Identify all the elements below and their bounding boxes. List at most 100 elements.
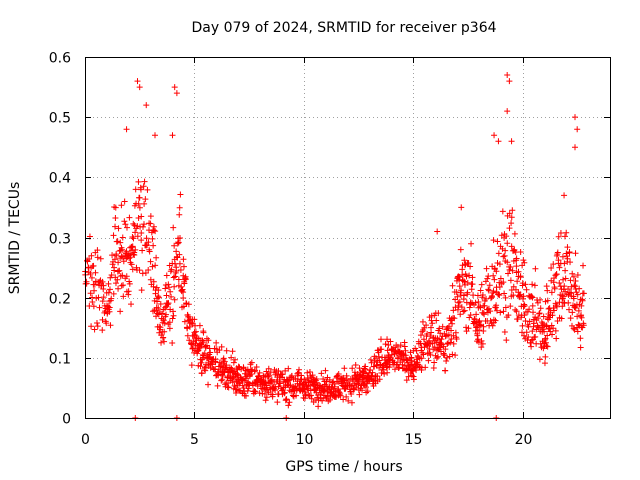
data-point [297, 376, 304, 383]
data-point [535, 315, 542, 322]
data-point [145, 239, 152, 246]
data-point [542, 339, 549, 346]
data-point [464, 279, 471, 286]
data-point [451, 315, 458, 322]
data-point [434, 228, 441, 235]
data-point [449, 282, 456, 289]
x-tick-label: 5 [190, 432, 199, 448]
data-point [176, 251, 183, 258]
data-point [236, 387, 243, 394]
y-tick-label: 0.5 [49, 111, 71, 127]
data-point [551, 275, 558, 282]
chart-title: Day 079 of 2024, SRMTID for receiver p36… [191, 20, 496, 36]
data-point [433, 354, 440, 361]
data-point [520, 257, 527, 264]
data-point [348, 399, 355, 406]
y-axis-label: SRMTID / TECUs [7, 182, 23, 295]
data-point [91, 287, 98, 294]
data-point [166, 319, 173, 326]
data-point [397, 342, 404, 349]
data-point [169, 132, 176, 139]
data-point [489, 322, 496, 329]
data-point [521, 302, 528, 309]
data-point [453, 335, 460, 342]
data-point [160, 317, 167, 324]
data-point [293, 392, 300, 399]
data-point [150, 223, 157, 230]
data-point [119, 246, 126, 253]
data-point [146, 248, 153, 255]
data-point [176, 234, 183, 241]
data-point [107, 322, 114, 329]
data-point [162, 285, 169, 292]
data-point [239, 376, 246, 383]
data-point [335, 371, 342, 378]
data-point [103, 320, 110, 327]
data-point [175, 276, 182, 283]
data-point [108, 295, 115, 302]
data-point [378, 370, 385, 377]
data-point [486, 282, 493, 289]
data-point [122, 221, 129, 228]
data-point [94, 247, 101, 254]
data-point [180, 256, 187, 263]
data-point [401, 343, 408, 350]
data-point [403, 377, 410, 384]
data-point [442, 367, 449, 374]
tick-labels: 0 0.1 0.2 0.3 0.4 0.5 0.6 0 5 10 15 20 [49, 51, 533, 449]
data-point [138, 230, 145, 237]
data-point [460, 296, 467, 303]
x-tick-label: 10 [296, 432, 314, 448]
data-point [466, 304, 473, 311]
data-point [205, 381, 212, 388]
data-point [483, 295, 490, 302]
data-point [485, 286, 492, 293]
data-point [553, 271, 560, 278]
data-point [281, 389, 288, 396]
data-point [308, 392, 315, 399]
data-point [171, 242, 178, 249]
data-point [560, 293, 567, 300]
data-point [456, 283, 463, 290]
data-point [141, 178, 148, 185]
data-point [510, 283, 517, 290]
data-point [461, 257, 468, 264]
data-point [246, 381, 253, 388]
data-point [134, 233, 141, 240]
data-point [500, 253, 507, 260]
data-point [382, 341, 389, 348]
data-point [123, 248, 130, 255]
data-point [331, 383, 338, 390]
data-point [304, 369, 311, 376]
data-point [376, 376, 383, 383]
data-point [552, 272, 559, 279]
data-point [475, 336, 482, 343]
data-point [551, 285, 558, 292]
data-point [149, 235, 156, 242]
data-point [263, 394, 270, 401]
data-point [483, 265, 490, 272]
data-point [425, 357, 432, 364]
data-point [89, 299, 96, 306]
y-tick-label: 0.1 [49, 352, 71, 368]
data-point [574, 328, 581, 335]
data-point [456, 298, 463, 305]
data-point [313, 375, 320, 382]
data-point [256, 390, 263, 397]
data-point [167, 288, 174, 295]
data-point [378, 346, 385, 353]
data-point [169, 340, 176, 347]
data-point [87, 290, 94, 297]
data-point [569, 309, 576, 316]
data-point [495, 291, 502, 298]
data-point [519, 322, 526, 329]
data-point [170, 224, 177, 231]
data-point [544, 287, 551, 294]
data-point [439, 323, 446, 330]
data-point [494, 307, 501, 314]
data-point [92, 269, 99, 276]
data-point [578, 312, 585, 319]
data-point [474, 332, 481, 339]
data-point [345, 397, 352, 404]
data-point [509, 207, 516, 214]
